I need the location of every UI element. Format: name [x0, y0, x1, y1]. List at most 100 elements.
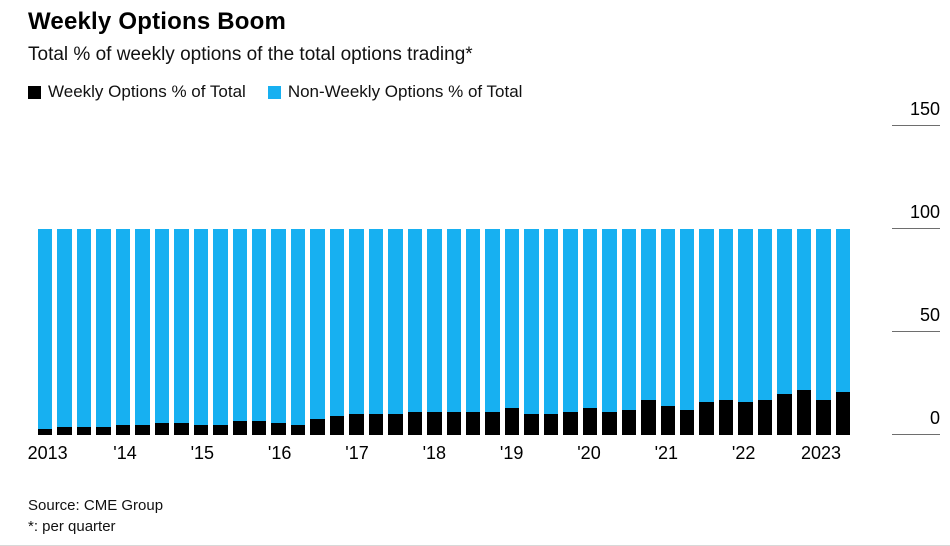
bar-nonweekly-segment: [57, 228, 72, 427]
bar-weekly-segment: [213, 424, 228, 435]
bar-weekly-segment: [602, 412, 617, 435]
bar-weekly-segment: [57, 426, 72, 435]
stacked-bar: [388, 228, 403, 435]
bar-nonweekly-segment: [310, 228, 325, 419]
stacked-bar: [543, 228, 559, 435]
legend-item-weekly: Weekly Options % of Total: [28, 82, 246, 102]
stacked-bar: [485, 228, 500, 435]
bar-nonweekly-segment: [135, 228, 150, 425]
bar-nonweekly-segment: [543, 228, 559, 415]
bar-nonweekly-segment: [213, 228, 228, 425]
bar-nonweekly-segment: [679, 228, 695, 411]
stacked-bar: [407, 228, 423, 435]
plot-area: [38, 105, 851, 435]
stacked-bar: [504, 228, 520, 435]
bar-nonweekly-segment: [174, 228, 189, 423]
bar-nonweekly-segment: [38, 228, 53, 429]
x-tick-label: '14: [113, 443, 137, 463]
bar-nonweekly-segment: [816, 228, 831, 400]
stacked-bar: [796, 228, 812, 435]
y-tick-line: [892, 330, 940, 332]
bar-nonweekly-segment: [251, 228, 267, 421]
stacked-bar: [582, 228, 598, 435]
bar-weekly-segment: [446, 412, 461, 435]
bar-nonweekly-segment: [699, 228, 714, 402]
bar-nonweekly-segment: [602, 228, 617, 413]
y-tick-label: 0: [929, 408, 940, 428]
bar-weekly-segment: [310, 418, 325, 435]
bar-weekly-segment: [154, 422, 170, 435]
bar-nonweekly-segment: [193, 228, 209, 425]
x-tick-label: '15: [190, 443, 215, 463]
legend-label-nonweekly: Non-Weekly Options % of Total: [287, 82, 523, 101]
stacked-bar: [193, 228, 209, 435]
page-title: Weekly Options Boom: [28, 8, 287, 35]
bar-weekly-segment: [738, 402, 753, 435]
x-tick-label: '16: [267, 443, 292, 463]
y-tick-line: [892, 227, 940, 229]
bar-nonweekly-segment: [757, 228, 773, 400]
bar-nonweekly-segment: [290, 228, 306, 425]
bar-nonweekly-segment: [349, 228, 364, 415]
stacked-bar: [154, 228, 170, 435]
legend-swatch-weekly: [28, 85, 41, 99]
stacked-bar: [816, 228, 831, 435]
y-tick-line: [892, 434, 940, 435]
bar-weekly-segment: [718, 399, 734, 435]
bar-weekly-segment: [543, 414, 559, 435]
bar-nonweekly-segment: [660, 228, 675, 407]
source-block: Source: CME Group *: per quarter: [28, 495, 163, 537]
source-text: Source: CME Group: [28, 497, 164, 514]
stacked-bar: [96, 228, 111, 435]
stacked-bar: [57, 228, 72, 435]
x-axis: 2013 '14 '15 '16 '17 '18 '19 '20 '21 '22 2023: [28, 443, 850, 469]
stacked-bar: [213, 228, 228, 435]
bar-nonweekly-segment: [154, 228, 170, 423]
stacked-bar: [135, 228, 150, 435]
bar-weekly-segment: [524, 414, 539, 435]
bar-nonweekly-segment: [621, 228, 637, 411]
stacked-bar: [174, 228, 189, 435]
bar-weekly-segment: [96, 426, 111, 435]
bar-weekly-segment: [76, 426, 92, 435]
chart-subtitle: Total % of weekly options of the total o…: [28, 44, 473, 65]
bar-nonweekly-segment: [777, 228, 792, 394]
bar-nonweekly-segment: [329, 228, 345, 417]
legend-swatch-nonweekly: [267, 85, 281, 99]
x-tick-label: '21: [654, 443, 679, 463]
x-tick-label: '17: [345, 443, 369, 463]
stacked-bar: [115, 228, 131, 435]
bar-weekly-segment: [290, 424, 306, 435]
bar-nonweekly-segment: [641, 228, 656, 400]
stacked-bar: [757, 228, 773, 435]
bar-nonweekly-segment: [115, 228, 131, 425]
stacked-bar: [738, 228, 753, 435]
bar-nonweekly-segment: [563, 228, 578, 413]
bar-nonweekly-segment: [524, 228, 539, 415]
x-tick-label: '20: [577, 443, 601, 463]
stacked-bar: [232, 228, 247, 435]
bar-nonweekly-segment: [582, 228, 598, 409]
legend-item-nonweekly: Non-Weekly Options % of Total: [267, 82, 523, 102]
stacked-bar: [290, 228, 306, 435]
bar-weekly-segment: [757, 399, 773, 435]
bar-weekly-segment: [427, 412, 442, 435]
stacked-bar: [621, 228, 637, 435]
bar-weekly-segment: [563, 412, 578, 435]
bar-weekly-segment: [271, 422, 286, 435]
stacked-bar: [679, 228, 695, 435]
stacked-bar: [427, 228, 442, 435]
stacked-bar: [76, 228, 92, 435]
stacked-bar: [602, 228, 617, 435]
bar-weekly-segment: [660, 406, 675, 435]
bar-weekly-segment: [679, 410, 695, 435]
stacked-bar: [699, 228, 714, 435]
y-tick-label: 150: [909, 98, 940, 119]
bar-nonweekly-segment: [446, 228, 461, 413]
stacked-bar: [641, 228, 656, 435]
bar-weekly-segment: [407, 412, 423, 435]
bar-weekly-segment: [388, 414, 403, 435]
bar-weekly-segment: [777, 393, 792, 435]
y-axis: 0 50 100 150: [892, 99, 940, 435]
